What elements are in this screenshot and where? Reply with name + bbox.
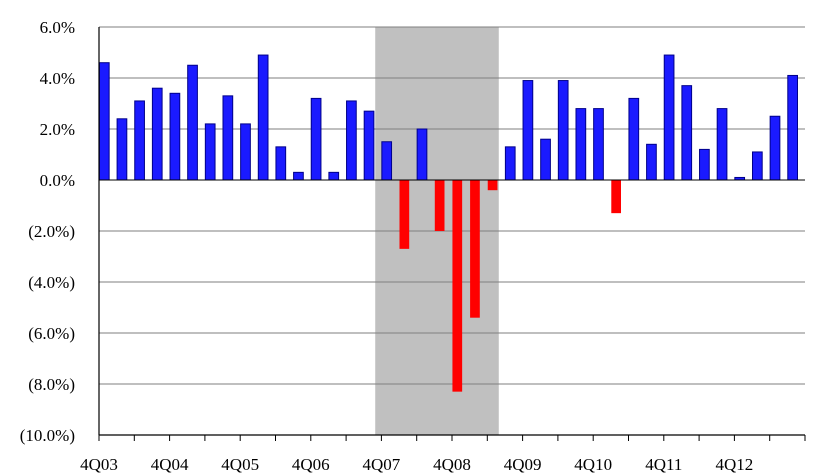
bar <box>751 151 763 181</box>
bar <box>681 85 693 181</box>
y-tick-label: (2.0%) <box>28 222 75 241</box>
y-tick-labels: 6.0% 4.0% 2.0% 0.0% (2.0%) (4.0%) (6.0%) (8.0%)… <box>20 18 75 445</box>
axes <box>98 27 806 441</box>
bar <box>293 171 304 181</box>
bar <box>275 146 287 181</box>
bar <box>204 123 216 181</box>
bar <box>222 95 234 181</box>
x-tick-label: 4Q07 <box>363 455 401 474</box>
bar <box>134 100 145 181</box>
bar <box>575 108 587 181</box>
bar <box>522 80 534 181</box>
x-tick-label: 4Q08 <box>433 455 471 474</box>
bar <box>151 87 163 181</box>
bar <box>699 148 710 181</box>
y-tick-label: (4.0%) <box>28 273 75 292</box>
bar <box>487 180 498 191</box>
bar <box>593 108 604 181</box>
bar <box>646 143 657 181</box>
bar <box>257 54 269 181</box>
bar <box>769 115 781 181</box>
y-tick-label: 4.0% <box>40 69 75 88</box>
bar <box>169 92 181 181</box>
y-tick-label: (8.0%) <box>28 375 75 394</box>
bar <box>328 171 340 181</box>
x-tick-label: 4Q10 <box>574 455 612 474</box>
x-tick-label: 4Q12 <box>716 455 754 474</box>
x-tick-label: 4Q05 <box>221 455 259 474</box>
bar <box>434 180 445 231</box>
x-tick-label: 4Q04 <box>151 455 189 474</box>
y-tick-label: 2.0% <box>40 120 75 139</box>
bar <box>540 138 551 181</box>
x-tick-label: 4Q03 <box>80 455 118 474</box>
y-tick-label: (6.0%) <box>28 324 75 343</box>
bar <box>346 100 357 181</box>
bar <box>787 74 798 181</box>
bar <box>452 180 463 392</box>
bar <box>611 180 621 214</box>
x-tick-label: 4Q09 <box>504 455 542 474</box>
bar <box>716 108 728 181</box>
x-tick-labels: 4Q03 4Q04 4Q05 4Q06 4Q07 4Q08 4Q09 4Q10 4Q11 4Q12 <box>80 455 753 474</box>
bar <box>381 141 393 181</box>
bar <box>363 110 375 181</box>
bar <box>310 97 322 181</box>
y-tick-label: 6.0% <box>40 18 75 37</box>
x-tick-label: 4Q06 <box>292 455 330 474</box>
bar <box>399 180 410 249</box>
bar <box>240 123 251 181</box>
bar <box>557 80 569 181</box>
bar <box>504 146 516 181</box>
bar <box>116 118 128 181</box>
y-tick-label: 0.0% <box>40 171 75 190</box>
bar <box>98 62 110 181</box>
bar <box>628 97 640 181</box>
bar <box>470 180 480 318</box>
bar <box>416 128 428 181</box>
bar <box>187 64 198 181</box>
x-tick-label: 4Q11 <box>645 455 682 474</box>
y-tick-label: (10.0%) <box>20 426 75 445</box>
bar <box>663 54 675 181</box>
